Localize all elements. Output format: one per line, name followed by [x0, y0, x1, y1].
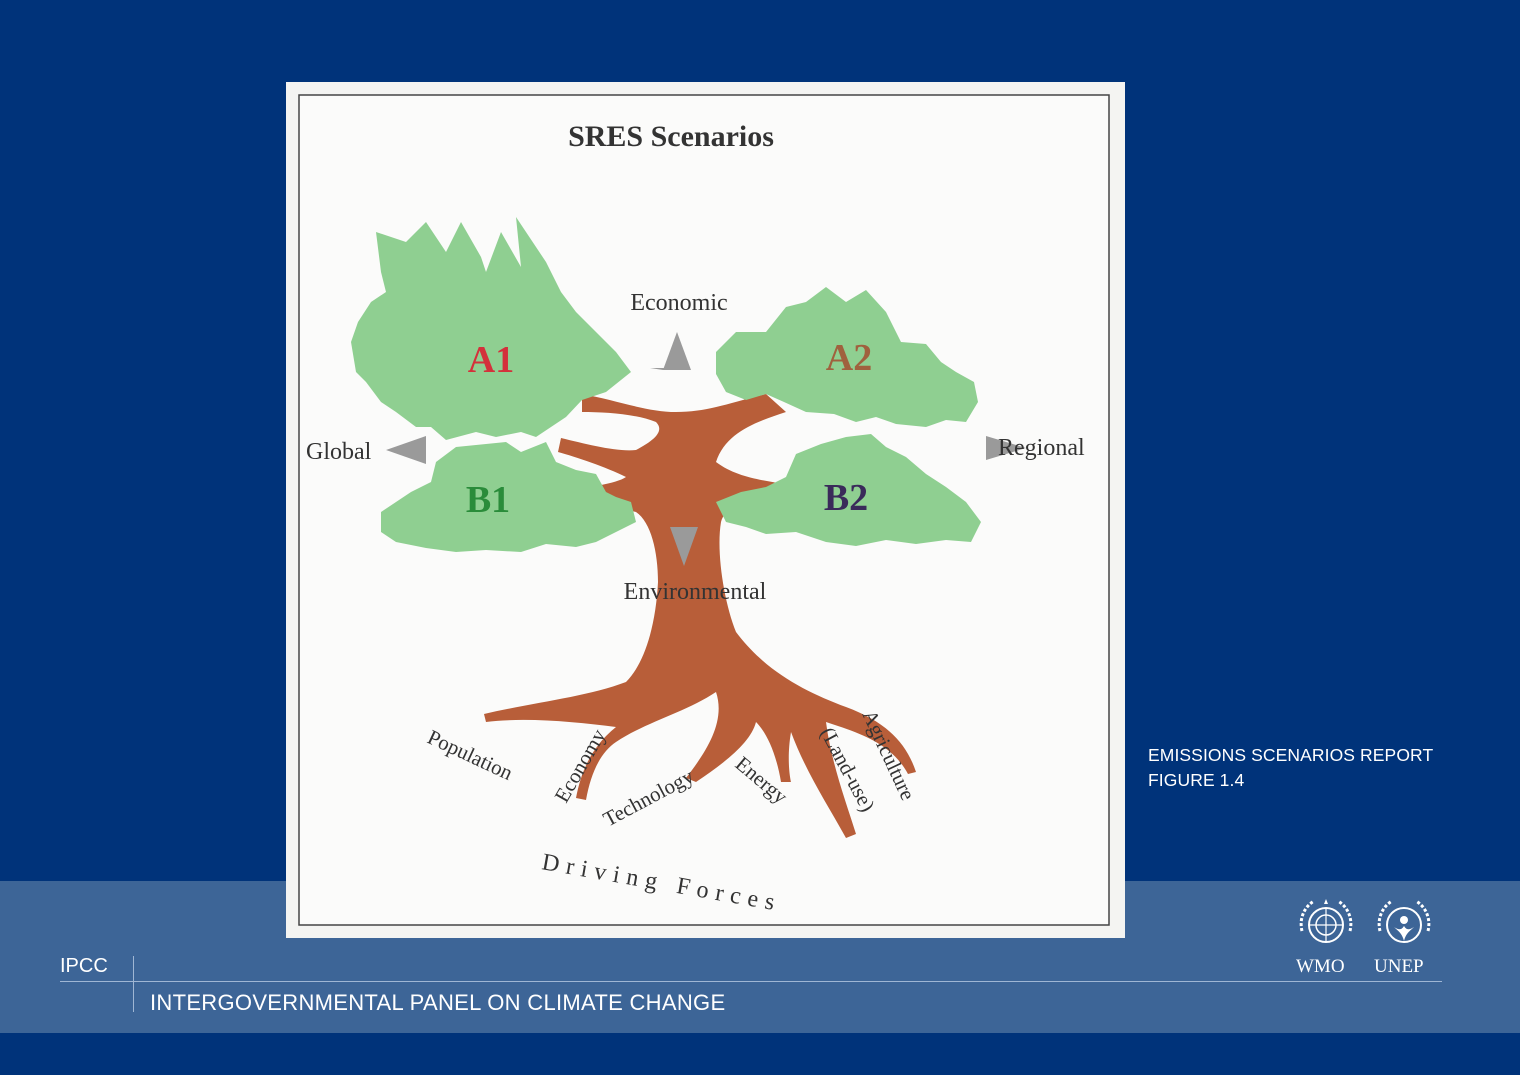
- tree-trunk: [484, 394, 916, 838]
- foliage-a2: [716, 287, 978, 427]
- sres-tree-diagram: SRES Scenarios Economic Global Regional …: [298, 94, 1110, 926]
- arrow-right: [986, 436, 1026, 460]
- scenario-b1: B1: [466, 479, 510, 521]
- scenario-b2: B2: [824, 477, 868, 519]
- tree-foliage: [351, 217, 981, 552]
- unep-emblem-icon: [1377, 899, 1431, 943]
- arrow-up-main: [663, 332, 691, 370]
- foliage-b2: [716, 434, 981, 546]
- axis-label-right: Regional: [998, 435, 1085, 461]
- unep-logo-text: UNEP: [1374, 956, 1424, 977]
- figure-panel: SRES Scenarios Economic Global Regional …: [286, 82, 1125, 938]
- footer-divider: [60, 981, 1442, 982]
- foliage-b1: [381, 442, 636, 552]
- caption-line-1: EMISSIONS SCENARIOS REPORT: [1148, 745, 1434, 765]
- arrow-down: [670, 527, 698, 566]
- footer-vertical-divider: [133, 956, 134, 1012]
- caption-line-2: FIGURE 1.4: [1148, 770, 1245, 790]
- wmo-logo-text: WMO: [1296, 956, 1345, 977]
- foliage-a1: [351, 217, 631, 440]
- scenario-a1: A1: [468, 339, 514, 381]
- ipcc-full-name: INTERGOVERNMENTAL PANEL ON CLIMATE CHANG…: [150, 990, 726, 1015]
- axis-label-bottom: Environmental: [624, 579, 767, 605]
- scenario-a2: A2: [826, 337, 872, 379]
- figure-title: SRES Scenarios: [568, 120, 774, 153]
- axis-label-left: Global: [306, 439, 372, 465]
- wmo-emblem-icon: [1299, 899, 1353, 943]
- arrow-left: [386, 436, 426, 464]
- ipcc-short-name: IPCC: [60, 955, 108, 977]
- axis-label-top: Economic: [630, 290, 727, 316]
